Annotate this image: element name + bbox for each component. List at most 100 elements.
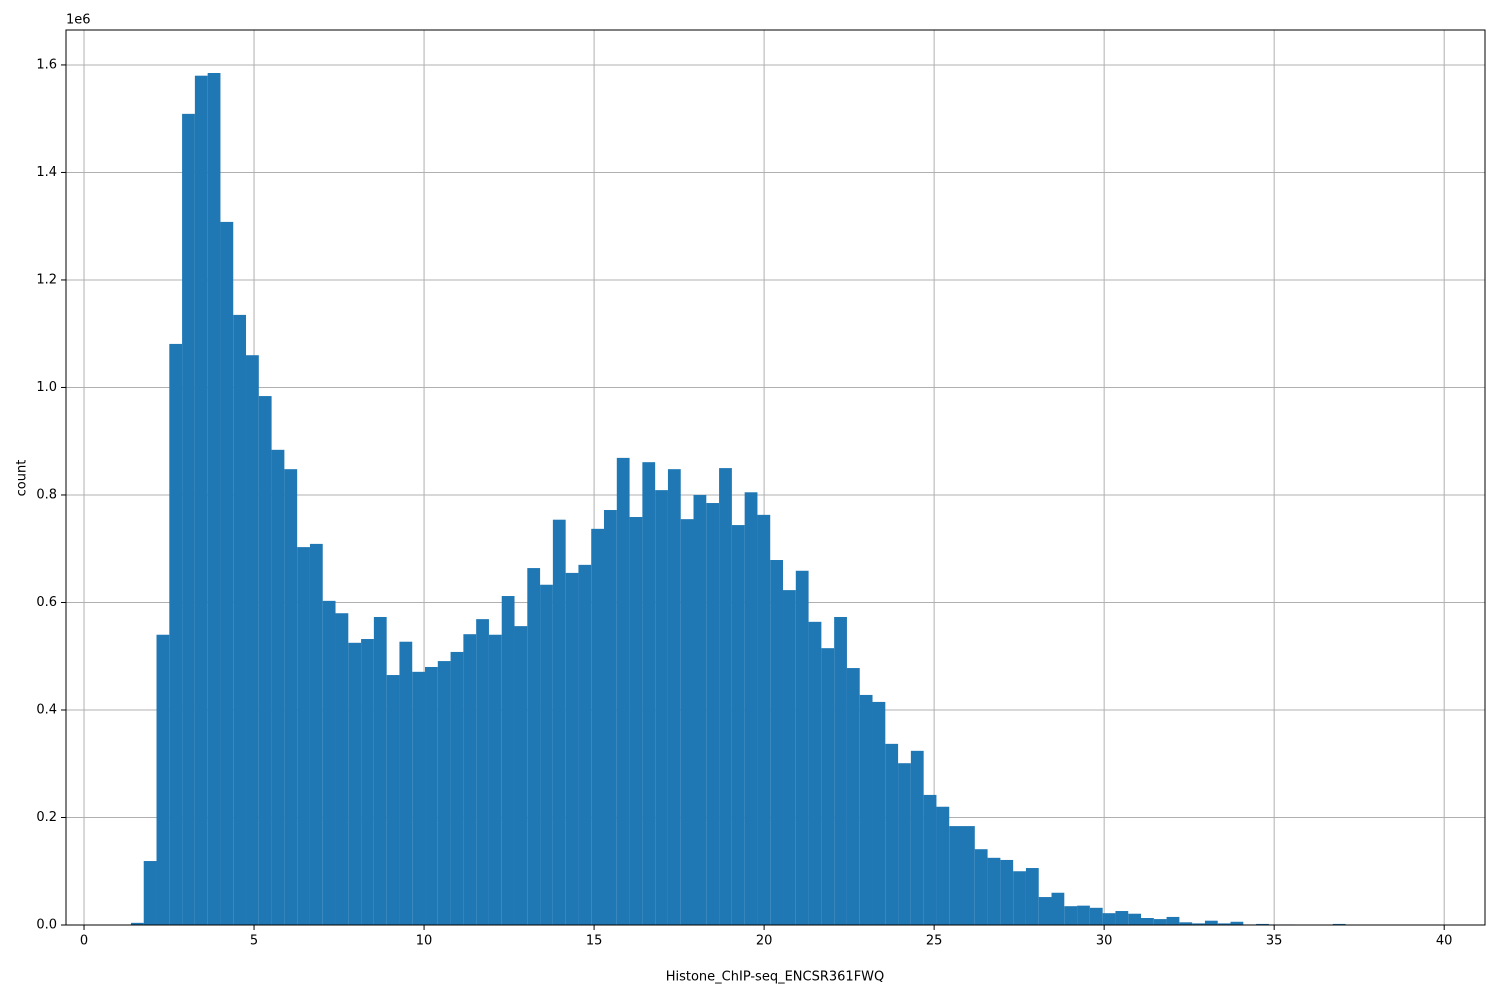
bar [297,547,310,925]
bar [373,616,387,925]
bar [808,621,822,925]
x-tick-label: 30 [1096,934,1113,949]
bar [616,457,630,925]
bar [1153,919,1167,925]
bars [130,73,1346,926]
bar [1256,923,1269,925]
bar [910,750,924,925]
axes: 0 5 10 15 20 25 30 35 40 0.0 0.2 0.4 0.6 0.8 1.0 1.2 1.4… [36,29,1486,949]
bar [322,600,336,925]
bar [1230,921,1244,925]
bar [130,922,144,925]
bar [987,857,1001,925]
y-tick-label: 1.0 [36,380,57,395]
bar [1141,918,1154,925]
y-offset-label: 1e6 [66,13,91,28]
bar [425,666,438,925]
bar [655,490,668,925]
bar [591,528,605,925]
x-tick-label: 20 [756,934,773,949]
y-tick-label: 1.2 [36,272,57,287]
bar [1192,923,1205,925]
bar [233,314,247,925]
bar [744,492,758,925]
bar [1077,905,1090,925]
bar [258,396,272,925]
bar [578,564,592,925]
bar [565,572,579,925]
x-tick-label: 5 [250,934,258,949]
bar [667,469,681,925]
bar [1166,916,1180,925]
bar [1217,923,1231,925]
y-tick-label: 0.0 [36,918,57,933]
bar [795,570,809,925]
bar [872,701,886,925]
bar [1000,859,1014,925]
bar [271,449,285,925]
bar [629,517,643,925]
bar [693,494,707,925]
bar [770,560,784,925]
bar [476,619,489,925]
bar [182,113,195,926]
bar [731,525,745,925]
bar [1204,920,1218,925]
bar [220,221,234,926]
y-tick-label: 1.6 [36,57,57,72]
bar [936,806,950,925]
bar [885,743,899,925]
bar [821,648,835,925]
bar [680,519,694,925]
bar [1115,911,1129,925]
bar [1102,913,1116,925]
bar [552,519,566,925]
bar [527,568,541,925]
bar [923,794,937,925]
bar [501,596,515,925]
x-tick-label: 0 [80,934,88,949]
bar [1038,897,1052,925]
bar [540,584,553,925]
bar [361,639,374,925]
bar [1089,907,1103,925]
bar [1179,922,1193,925]
bar [783,590,796,925]
bar [1064,906,1078,925]
bar [898,763,911,925]
bar [1051,892,1065,925]
bar [949,826,963,925]
bar [412,671,426,925]
bar [604,510,617,925]
bar [642,462,656,925]
bar [488,634,502,925]
x-tick-label: 15 [586,934,603,949]
bar [1332,923,1346,925]
x-tick-label: 25 [926,934,943,949]
bar [437,661,451,925]
bar [284,469,298,925]
bar [719,468,732,925]
bar [450,651,464,925]
y-tick-label: 1.4 [36,165,57,180]
x-tick-label: 35 [1266,934,1283,949]
x-axis-label: Histone_ChIP-seq_ENCSR361FWQ [666,970,885,985]
bar [156,634,170,925]
bar [846,668,860,925]
bar [962,826,975,925]
x-tick-label: 10 [416,934,433,949]
x-tick-label: 40 [1436,934,1453,949]
bar [348,642,362,925]
bar [207,73,221,926]
bar [246,355,259,925]
bar [335,613,349,925]
y-tick-label: 0.2 [36,810,57,825]
bar [1025,868,1039,925]
y-axis-label: count [15,460,30,497]
bar [463,634,477,925]
bar [1013,871,1026,925]
bar [514,626,528,925]
bar [834,616,847,925]
bar [706,503,720,925]
